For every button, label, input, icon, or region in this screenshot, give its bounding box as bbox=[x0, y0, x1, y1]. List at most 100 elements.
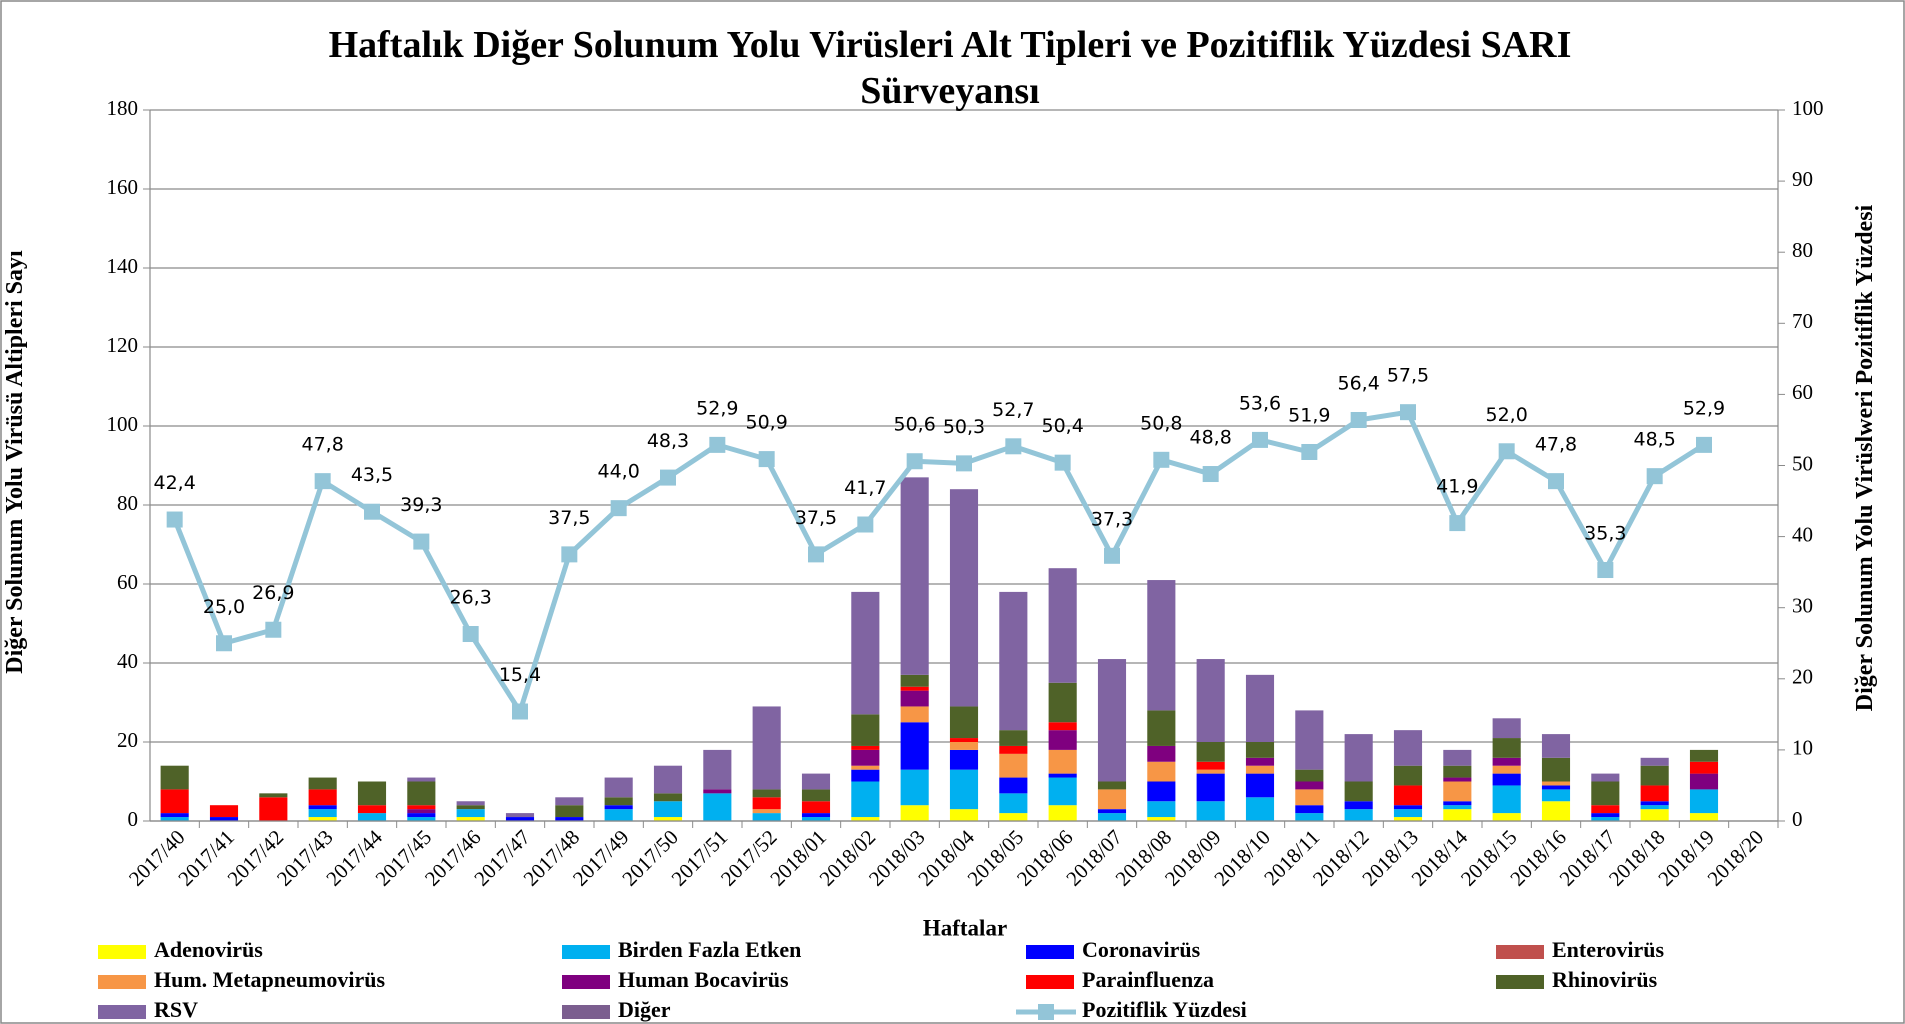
bar-segment bbox=[357, 781, 387, 806]
bar-segment bbox=[703, 793, 732, 821]
bar-segment bbox=[949, 749, 979, 770]
bar-segment bbox=[1147, 580, 1176, 711]
data-label: 42,4 bbox=[154, 472, 196, 494]
bar-segment bbox=[308, 805, 337, 810]
bar-segment bbox=[160, 789, 189, 814]
bar-segment bbox=[259, 797, 288, 821]
bar-segment bbox=[407, 805, 436, 810]
marker bbox=[808, 546, 824, 563]
bar-segment bbox=[703, 789, 732, 794]
marker bbox=[413, 533, 430, 550]
y2-tick-label: 70 bbox=[1792, 309, 1813, 333]
bar-segment bbox=[1295, 813, 1324, 821]
bar-segment bbox=[456, 805, 485, 810]
data-label: 43,5 bbox=[351, 464, 393, 486]
bar-segment bbox=[949, 742, 979, 750]
bar-segment bbox=[505, 817, 535, 821]
marker bbox=[1350, 411, 1367, 428]
legend-label: Pozitiflik Yüzdesi bbox=[1082, 997, 1247, 1022]
bar-segment bbox=[308, 777, 337, 790]
marker bbox=[1400, 404, 1416, 421]
bar-segment bbox=[752, 809, 781, 814]
marker bbox=[314, 473, 331, 490]
legend-swatch bbox=[1026, 975, 1074, 989]
bar-segment bbox=[653, 765, 683, 794]
bar-segment bbox=[801, 801, 831, 814]
data-label: 47,8 bbox=[302, 434, 344, 456]
bar-segment bbox=[801, 813, 831, 818]
y-tick-label: 60 bbox=[117, 570, 138, 594]
bar-segment bbox=[703, 749, 732, 790]
bar-segment bbox=[1295, 781, 1324, 790]
legend-swatch bbox=[98, 975, 146, 989]
x-tick-label: 2018/10 bbox=[1209, 825, 1275, 891]
bar-segment bbox=[1048, 773, 1077, 778]
bar-segment bbox=[851, 769, 880, 782]
bar-segment bbox=[1591, 781, 1620, 806]
bar-segment bbox=[1048, 682, 1077, 723]
bar-segment bbox=[1541, 801, 1571, 821]
data-label: 52,9 bbox=[696, 397, 738, 419]
bar-segment bbox=[1443, 765, 1472, 778]
legend-swatch bbox=[1026, 945, 1074, 959]
data-label: 25,0 bbox=[203, 596, 245, 618]
bar-segment bbox=[1393, 805, 1423, 810]
bar-segment bbox=[752, 706, 781, 790]
y-tick-label: 120 bbox=[107, 333, 139, 357]
marker bbox=[462, 626, 479, 643]
marker bbox=[166, 511, 183, 528]
bar-segment bbox=[1295, 805, 1324, 814]
legend-swatch bbox=[1496, 945, 1544, 959]
y-tick-label: 100 bbox=[107, 412, 139, 436]
bar-segment bbox=[900, 690, 929, 707]
bar-segment bbox=[407, 817, 436, 821]
bar-segment bbox=[900, 686, 929, 691]
bar-segment bbox=[1640, 809, 1669, 821]
data-label: 44,0 bbox=[598, 461, 640, 483]
bar-segment bbox=[407, 809, 436, 814]
bar-segment bbox=[752, 789, 781, 798]
bar-segment bbox=[456, 809, 485, 818]
bar-segment bbox=[999, 813, 1028, 821]
bar-segment bbox=[160, 813, 189, 818]
marker bbox=[956, 455, 972, 472]
marker bbox=[1646, 468, 1663, 485]
data-label: 50,4 bbox=[1042, 415, 1084, 437]
bar-segment bbox=[456, 801, 485, 806]
bar-segment bbox=[1393, 765, 1423, 786]
bar-segment bbox=[999, 730, 1028, 746]
bar-segment bbox=[1443, 801, 1472, 806]
marker bbox=[1202, 466, 1219, 483]
bar-segment bbox=[1640, 785, 1669, 802]
legend-swatch bbox=[562, 1005, 610, 1019]
bar-segment bbox=[209, 805, 239, 818]
bar-segment bbox=[1591, 813, 1620, 818]
data-label: 53,6 bbox=[1239, 392, 1281, 414]
marker bbox=[265, 621, 282, 638]
bar-segment bbox=[1048, 749, 1077, 774]
y2-tick-label: 40 bbox=[1792, 522, 1813, 546]
bar-segment bbox=[1393, 809, 1423, 818]
data-label: 50,3 bbox=[943, 416, 985, 438]
bar-segment bbox=[1097, 813, 1127, 821]
data-label: 39,3 bbox=[400, 494, 442, 516]
bar-segment bbox=[1344, 809, 1373, 821]
legend-label: RSV bbox=[154, 997, 198, 1022]
bar-segment bbox=[900, 722, 929, 770]
data-label: 37,3 bbox=[1091, 508, 1133, 530]
bar-segment bbox=[851, 749, 880, 766]
bar-segment bbox=[1344, 734, 1373, 782]
data-label: 51,9 bbox=[1288, 404, 1330, 426]
bar-segment bbox=[851, 765, 880, 770]
chart-title: Haftalık Diğer Solunum Yolu Virüsleri Al… bbox=[328, 24, 1572, 112]
bar-segment bbox=[1541, 757, 1571, 782]
bar-segment bbox=[1443, 809, 1472, 821]
bar-segment bbox=[949, 489, 979, 707]
line bbox=[172, 409, 1706, 715]
bar-segment bbox=[1541, 785, 1571, 790]
bar-segment bbox=[1048, 722, 1077, 731]
legend-label: Human Bocavirüs bbox=[618, 967, 789, 992]
bar-segment bbox=[1541, 734, 1571, 758]
bar-segment bbox=[1048, 568, 1077, 683]
bar-segment bbox=[1492, 773, 1521, 786]
